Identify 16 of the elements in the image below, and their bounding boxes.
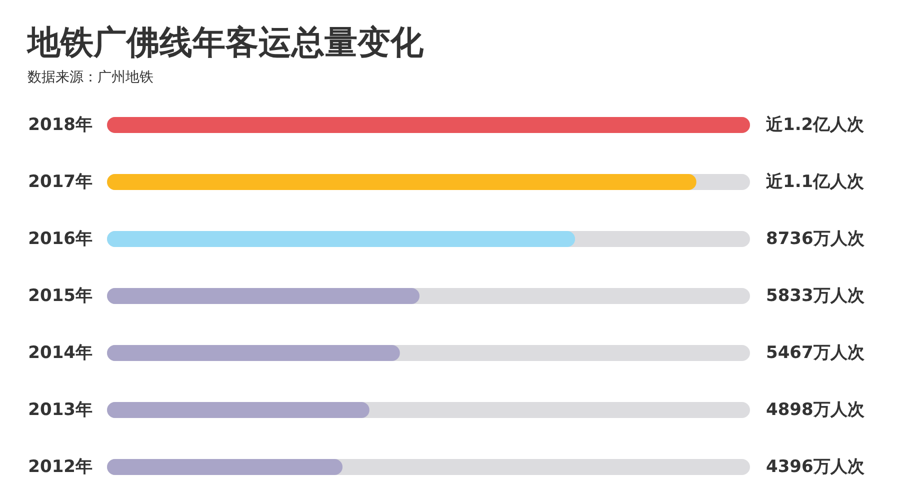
data-label: 5467万人次 [766, 343, 866, 363]
y-tick-label: 2015年 [28, 286, 92, 306]
data-label: 8736万人次 [766, 229, 866, 249]
y-tick-label: 2012年 [28, 457, 92, 477]
y-tick-label: 2018年 [28, 115, 92, 135]
data-label: 5833万人次 [766, 286, 866, 306]
data-label: 4898万人次 [766, 400, 866, 420]
chart-title: 地铁广佛线年客运总量变化 [26, 22, 425, 62]
data-label: 4396万人次 [766, 457, 866, 477]
y-tick-label: 2013年 [28, 400, 92, 420]
data-label: 近1.1亿人次 [765, 172, 866, 192]
source-note: 数据来源：广州地铁 [28, 70, 154, 86]
data-label: 近1.2亿人次 [765, 115, 866, 135]
y-tick-label: 2016年 [28, 229, 92, 249]
y-tick-label: 2017年 [28, 172, 92, 192]
y-tick-label: 2014年 [28, 343, 92, 363]
